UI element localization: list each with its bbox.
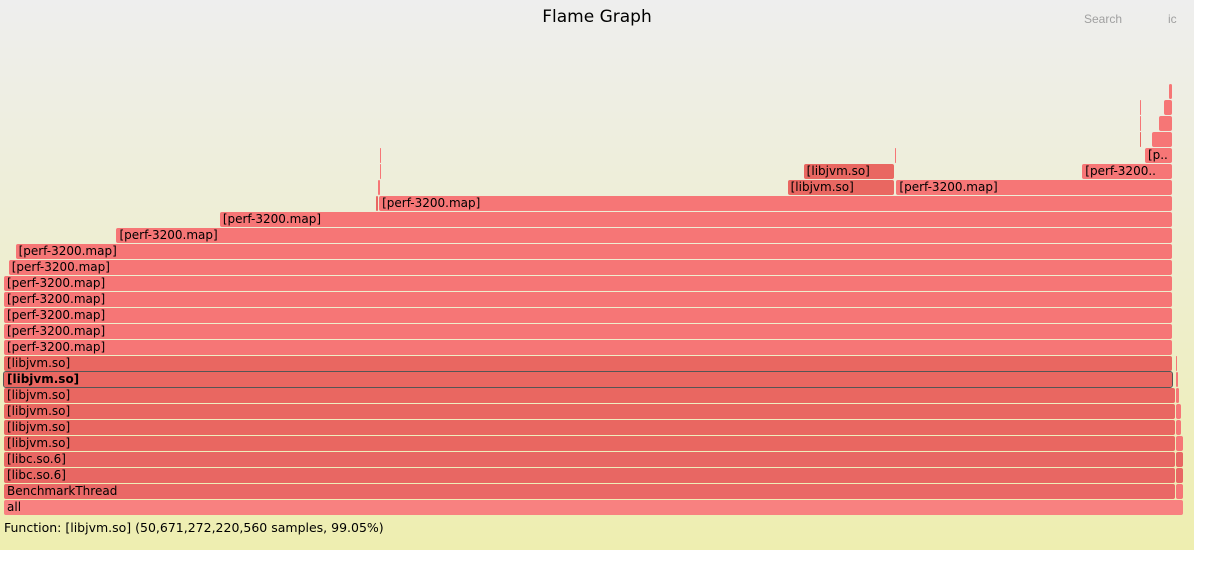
frame-15[interactable]: [perf-3200.map]: [8, 260, 1172, 275]
frame-label: [libjvm.so]: [7, 404, 71, 418]
frame-13[interactable]: [perf-3200.map]: [4, 292, 1172, 307]
frame-39[interactable]: [1176, 452, 1183, 467]
frame-label: [perf-3200..: [1085, 164, 1156, 178]
frame-35[interactable]: [1139, 116, 1141, 131]
frame-label: [perf-3200.map]: [7, 292, 106, 306]
frame-17[interactable]: [perf-3200.map]: [116, 228, 1172, 243]
details-text: Function: [libjvm.so] (50,671,272,220,56…: [4, 520, 384, 535]
frame-2[interactable]: [libc.so.6]: [4, 468, 1175, 483]
frame-23[interactable]: [perf-3200..: [1082, 164, 1172, 179]
frame-label: [libjvm.so]: [790, 180, 854, 194]
frame-label: [libc.so.6]: [7, 468, 66, 482]
frame-30[interactable]: [377, 180, 381, 195]
frame-22[interactable]: [libjvm.so]: [803, 164, 895, 179]
flame-graph: Flame Graph Search ic all BenchmarkThread…: [0, 0, 1194, 550]
frame-37[interactable]: [1176, 484, 1183, 499]
frame-27[interactable]: [1163, 100, 1172, 115]
frame-1[interactable]: BenchmarkThread: [4, 484, 1175, 499]
frame-12[interactable]: [perf-3200.map]: [4, 308, 1172, 323]
frame-label: [libjvm.so]: [7, 420, 71, 434]
frame-36[interactable]: [1139, 100, 1141, 115]
frame-0[interactable]: all: [4, 500, 1183, 515]
frame-31[interactable]: [380, 164, 382, 179]
frame-label: [libjvm.so]: [7, 388, 71, 402]
frame-label: [perf-3200.map]: [382, 196, 481, 210]
frame-32[interactable]: [380, 148, 382, 163]
frame-11[interactable]: [perf-3200.map]: [4, 324, 1172, 339]
frame-19[interactable]: [perf-3200.map]: [379, 196, 1172, 211]
frame-21[interactable]: [perf-3200.map]: [896, 180, 1172, 195]
frame-label: [libjvm.so]: [7, 436, 71, 450]
frame-18[interactable]: [perf-3200.map]: [219, 212, 1172, 227]
frame-34[interactable]: [1139, 132, 1141, 147]
frame-3[interactable]: [libc.so.6]: [4, 452, 1175, 467]
frame-24[interactable]: [p..: [1144, 148, 1172, 163]
frame-40[interactable]: [1176, 436, 1183, 451]
frame-41[interactable]: [1176, 420, 1182, 435]
frame-45[interactable]: [1176, 356, 1178, 371]
frame-4[interactable]: [libjvm.so]: [4, 436, 1175, 451]
frame-38[interactable]: [1176, 468, 1183, 483]
frame-label: [perf-3200.map]: [11, 260, 110, 274]
frame-25[interactable]: [1151, 132, 1172, 147]
frame-label: [perf-3200.map]: [7, 308, 106, 322]
page-title: Flame Graph: [542, 7, 652, 27]
frame-label: all: [7, 500, 22, 514]
frame-33[interactable]: [895, 148, 897, 163]
frame-label: [perf-3200.map]: [7, 340, 106, 354]
search-button[interactable]: Search: [1084, 12, 1123, 26]
frame-label: [libjvm.so]: [7, 372, 80, 386]
frame-29[interactable]: [376, 196, 379, 211]
frame-6[interactable]: [libjvm.so]: [4, 404, 1175, 419]
frame-8[interactable]: [libjvm.so]: [3, 371, 1173, 388]
frame-label: [libjvm.so]: [806, 164, 870, 178]
frame-43[interactable]: [1176, 388, 1180, 403]
frame-label: [perf-3200.map]: [7, 276, 106, 290]
frame-7[interactable]: [libjvm.so]: [4, 388, 1175, 403]
frame-label: [perf-3200.map]: [222, 212, 322, 226]
frame-14[interactable]: [perf-3200.map]: [4, 276, 1172, 291]
frame-42[interactable]: [1176, 404, 1181, 419]
frame-44[interactable]: [1176, 372, 1178, 387]
frame-16[interactable]: [perf-3200.map]: [15, 244, 1172, 259]
frame-label: [p..: [1147, 148, 1168, 162]
frame-10[interactable]: [perf-3200.map]: [4, 340, 1172, 355]
frame-label: BenchmarkThread: [7, 484, 118, 498]
frame-9[interactable]: [libjvm.so]: [4, 356, 1172, 371]
frame-label: [perf-3200.map]: [899, 180, 998, 194]
frame-26[interactable]: [1158, 116, 1172, 131]
frame-label: [perf-3200.map]: [7, 324, 106, 338]
frame-label: [libc.so.6]: [7, 452, 66, 466]
frame-5[interactable]: [libjvm.so]: [4, 420, 1175, 435]
ignore-case-toggle[interactable]: ic: [1168, 12, 1177, 26]
frame-label: [libjvm.so]: [7, 356, 71, 370]
frame-label: [perf-3200.map]: [119, 228, 218, 242]
frame-20[interactable]: [libjvm.so]: [787, 180, 895, 195]
frame-label: [perf-3200.map]: [18, 244, 117, 258]
frame-28[interactable]: [1168, 84, 1172, 99]
